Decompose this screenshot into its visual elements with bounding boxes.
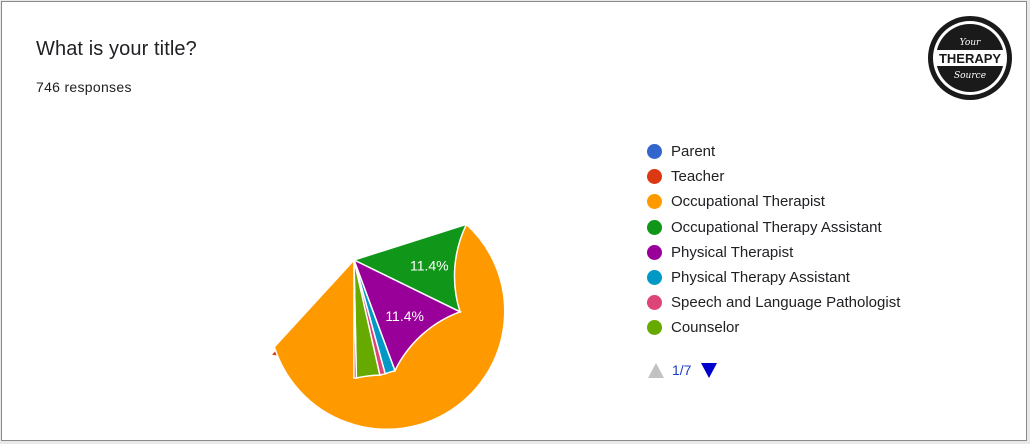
legend-label: Occupational Therapy Assistant <box>671 218 882 236</box>
pie-slice-other[interactable] <box>353 259 358 379</box>
legend-swatch-icon <box>647 244 662 260</box>
logo-text-bottom: Source <box>954 71 986 81</box>
legend-item-counselor[interactable]: Counselor <box>647 315 900 340</box>
legend-label: Counselor <box>671 319 740 337</box>
legend-swatch-icon <box>647 169 662 185</box>
logo-text-top: Your <box>960 38 981 48</box>
legend-swatch-icon <box>647 194 662 210</box>
response-count: 746 responses <box>36 79 132 95</box>
question-title: What is your title? <box>36 38 197 60</box>
legend-swatch-icon <box>647 219 662 235</box>
legend-label: Physical Therapy Assistant <box>671 269 850 287</box>
legend-pager: 1/7 <box>648 362 718 378</box>
pie-slice-occupational-therapy-assistant[interactable] <box>351 223 468 314</box>
legend-label: Parent <box>671 143 716 161</box>
legend-item-physical-therapy-assistant[interactable]: Physical Therapy Assistant <box>647 265 900 290</box>
therapy-source-logo-icon: Your THERAPY Source <box>928 16 1012 100</box>
legend-swatch-icon <box>647 144 662 160</box>
legend-item-occupational-therapist[interactable]: Occupational Therapist <box>647 189 900 214</box>
legend-label: Physical Therapist <box>671 243 794 261</box>
legend-item-speech-and-language-pathologist[interactable]: Speech and Language Pathologist <box>647 290 900 315</box>
legend-label: Speech and Language Pathologist <box>671 294 901 312</box>
pie-slice-physical-therapist[interactable] <box>352 258 462 373</box>
legend-swatch-icon <box>647 270 662 286</box>
legend-next-page-icon[interactable] <box>701 362 718 378</box>
legend-item-teacher[interactable]: Teacher <box>647 164 900 189</box>
legend-label: Occupational Therapist <box>671 193 825 211</box>
legend-page-indicator: 1/7 <box>672 362 692 378</box>
chart-legend: Parent Teacher Occupational Therapist Occup… <box>647 139 900 341</box>
legend-item-physical-therapist[interactable]: Physical Therapist <box>647 240 900 265</box>
legend-swatch-icon <box>647 320 662 336</box>
legend-label: Teacher <box>671 168 725 186</box>
legend-prev-page-icon[interactable] <box>648 362 664 378</box>
legend-swatch-icon <box>647 295 662 311</box>
logo-text-middle: THERAPY <box>939 51 1001 66</box>
legend-item-occupational-therapy-assistant[interactable]: Occupational Therapy Assistant <box>647 215 900 240</box>
legend-item-parent[interactable]: Parent <box>647 139 900 164</box>
